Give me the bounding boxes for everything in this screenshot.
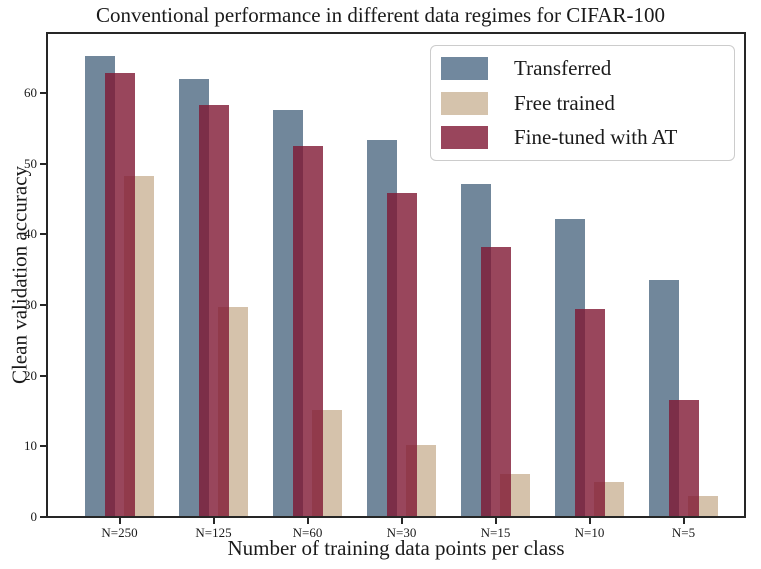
x-tickmark [118,518,121,524]
y-tickmark [40,92,46,95]
legend-item: Transferred [431,56,734,81]
legend-swatch-transferred [441,56,488,80]
x-tick-label: N=5 [671,525,696,540]
legend-swatch-free-trained [441,91,488,115]
chart-title: Conventional performance in different da… [96,3,665,27]
x-tickmark [494,518,497,524]
x-tickmark [306,518,309,524]
x-tick-label: N=10 [574,525,605,540]
x-axis-label: Number of training data points per class [227,536,565,560]
y-tick-label: 50 [24,155,37,171]
x-tick-label: N=30 [386,525,417,540]
legend-item: Fine-tuned with AT [431,125,734,150]
bar-fine-tuned-with-at-n-30 [386,193,417,517]
y-tickmark [40,162,46,165]
x-tick-label: N=15 [480,525,511,540]
legend-swatch-fine-tuned-with-at [441,126,488,150]
y-tick-label: 40 [24,226,37,242]
y-tick-label: 20 [24,367,37,383]
legend-item: Free trained [431,91,734,116]
plot-area: 0 10 20 30 40 50 60 N=250 N=125 N=60 N=30 N=15 N=10… [24,32,746,540]
x-tick-label: N=250 [101,525,138,540]
legend-label: Fine-tuned with AT [514,125,678,150]
y-tickmark [40,516,46,518]
bar-fine-tuned-with-at-n-5 [668,399,699,517]
y-tickmark [40,374,46,377]
bar-fine-tuned-with-at-n-60 [292,146,323,517]
y-axis-ticks: 0 10 20 30 40 50 60 [24,33,745,524]
y-tick-label: 30 [24,297,37,313]
y-tick-label: 10 [24,438,37,454]
y-tick-label: 60 [24,85,37,101]
y-tickmark [40,304,46,307]
legend: Transferred Free trained Fine-tuned with… [430,45,735,161]
bar-fine-tuned-with-at-n-10 [574,309,605,517]
bar-fine-tuned-with-at-n-250 [104,72,135,517]
y-axis-label: Clean validation accuracy [7,165,32,385]
x-tick-label: N=125 [195,525,232,540]
x-tickmark [212,518,215,524]
legend-label: Transferred [514,55,612,80]
bar-fine-tuned-with-at-n-15 [480,247,511,517]
bar-fine-tuned-with-at-n-125 [198,105,229,517]
x-axis-ticks: N=250 N=125 N=60 N=30 N=15 N=10 N=5 [47,33,745,540]
x-tickmark [588,518,591,524]
y-tickmark [40,445,46,448]
y-tick-label: 0 [30,509,38,524]
legend-label: Free trained [514,90,615,115]
x-tickmark [682,518,685,524]
x-tick-label: N=60 [292,525,323,540]
bars-layer [47,33,745,517]
y-tickmark [40,233,46,236]
x-tickmark [400,518,403,524]
